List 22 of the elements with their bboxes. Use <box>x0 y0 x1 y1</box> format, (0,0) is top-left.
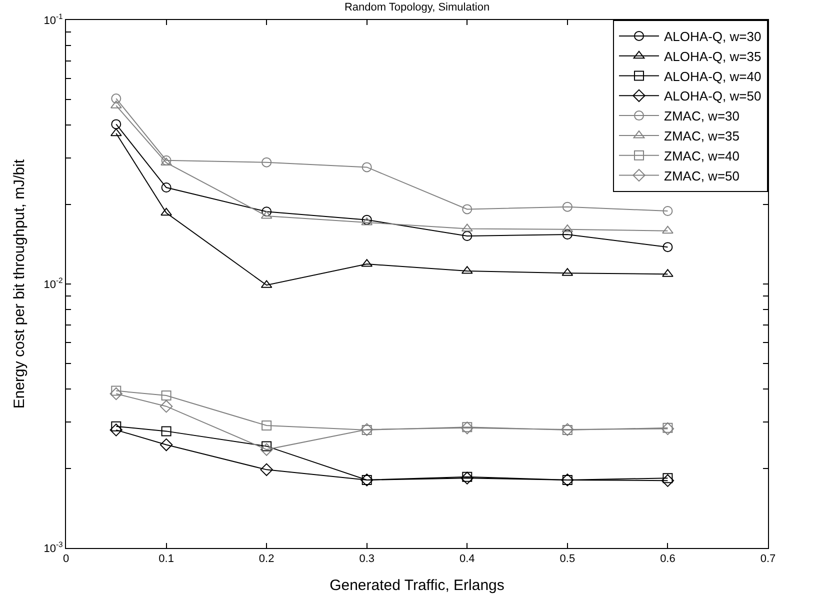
legend-label: ALOHA-Q, w=40 <box>664 68 762 84</box>
legend-label: ZMAC, w=35 <box>664 128 740 144</box>
legend-label: ZMAC, w=50 <box>664 168 740 184</box>
chart-title: Random Topology, Simulation <box>344 2 490 14</box>
y-tick-label: 10$^{-3}$ <box>44 540 63 555</box>
x-tick-label: 0.5 <box>560 553 576 566</box>
x-tick-label: 0.7 <box>760 553 776 566</box>
legend-label: ALOHA-Q, w=30 <box>664 29 762 44</box>
y-tick-label: 10$^{-1}$ <box>44 12 63 27</box>
legend-label: ZMAC, w=30 <box>664 108 740 124</box>
y-axis-title: Energy cost per bit throughput, mJ/bit <box>10 158 28 409</box>
legend-label: ALOHA-Q, w=50 <box>664 88 762 104</box>
x-tick-label: 0.3 <box>359 553 375 566</box>
x-tick-label: 0.4 <box>459 553 475 566</box>
x-tick-label: 0.2 <box>258 553 274 566</box>
legend-label: ZMAC, w=40 <box>664 148 740 164</box>
x-tick-label: 0.6 <box>660 553 676 566</box>
x-tick-label: 0 <box>62 553 70 566</box>
x-tick-label: 0.1 <box>158 553 174 566</box>
legend-label: ALOHA-Q, w=35 <box>664 48 762 64</box>
y-tick-label: 10$^{-2}$ <box>44 276 63 291</box>
x-axis-title: Generated Traffic, Erlangs <box>330 577 504 594</box>
